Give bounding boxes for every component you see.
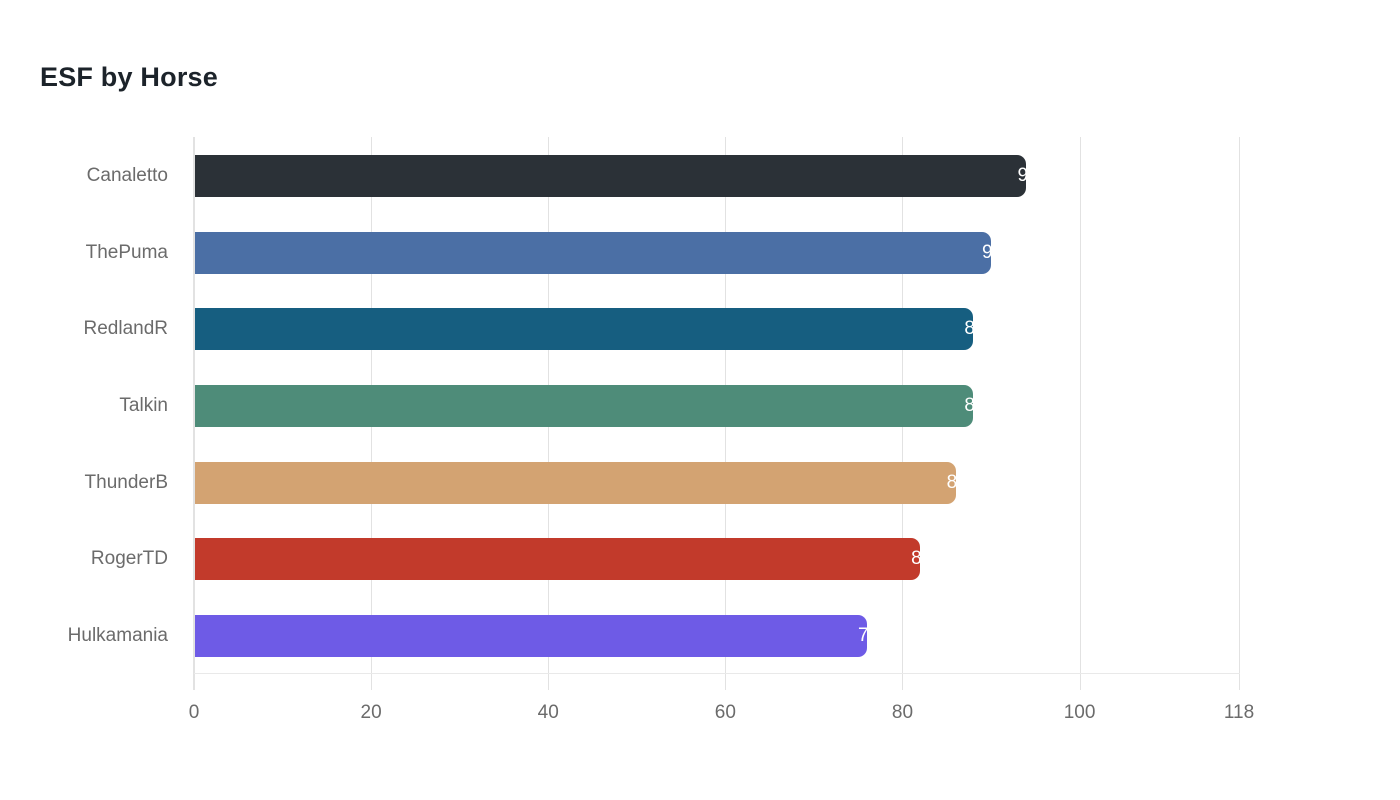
x-tick-label: 100	[1063, 702, 1096, 723]
x-tick-label: 40	[537, 702, 559, 723]
x-tick-label: 80	[891, 702, 914, 723]
bar-redlandr	[195, 308, 974, 351]
bar-talkin	[195, 385, 974, 427]
category-label: Canaletto	[86, 165, 168, 187]
gridline-x-100	[1079, 137, 1081, 690]
x-tick-label: 118	[1223, 702, 1255, 723]
category-label: RedlandR	[83, 318, 169, 340]
category-label: ThunderB	[84, 471, 168, 493]
x-axis-line	[194, 673, 1240, 674]
bar-rogertd	[195, 538, 921, 581]
gridline-x-118	[1239, 137, 1240, 690]
chart-title: ESF by Horse	[40, 62, 218, 92]
category-label: Hulkamania	[67, 624, 168, 646]
x-tick-label: 0	[188, 702, 200, 723]
category-label: RogerTD	[90, 548, 168, 570]
bar-thunderb	[195, 461, 956, 504]
bar-thepuma	[195, 231, 992, 274]
x-tick-label: 20	[360, 702, 382, 723]
bar-canaletto	[195, 155, 1027, 198]
y-axis-line	[193, 137, 195, 690]
category-label: ThePuma	[85, 241, 168, 263]
x-tick-label: 60	[714, 702, 736, 723]
category-label: Talkin	[119, 395, 168, 416]
bar-hulkamania	[195, 614, 868, 657]
